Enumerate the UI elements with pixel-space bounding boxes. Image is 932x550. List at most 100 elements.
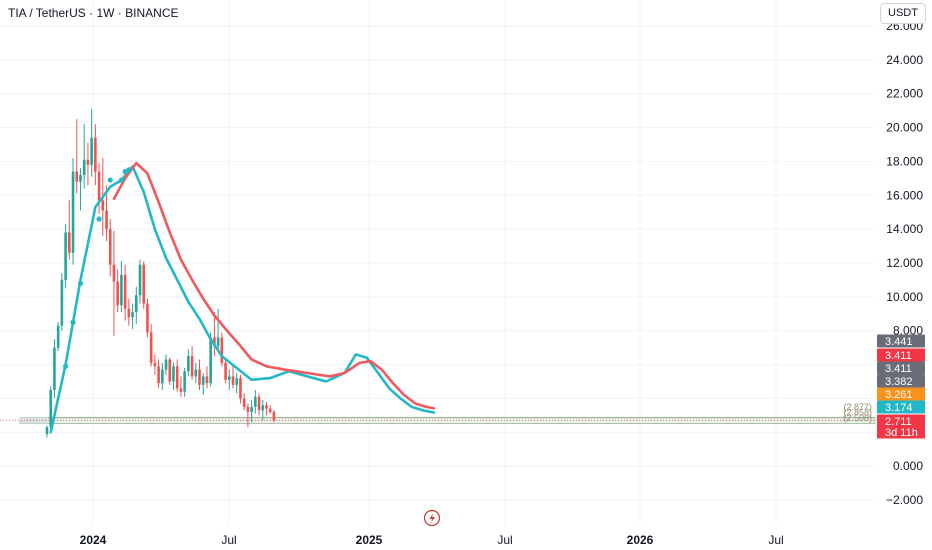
candle-body[interactable]	[198, 369, 201, 385]
zone-bracket-label: (2.508)	[843, 413, 872, 423]
candle-body[interactable]	[149, 332, 153, 363]
candle-body[interactable]	[190, 356, 194, 377]
candle-body[interactable]	[53, 347, 56, 390]
ma-fast-line[interactable]	[49, 165, 436, 434]
candle-body[interactable]	[257, 396, 261, 411]
price-tag[interactable]: 3.411	[877, 348, 925, 363]
price-tag[interactable]: 3.382	[877, 374, 925, 389]
candle-body[interactable]	[239, 378, 242, 399]
ma-fast-marker	[107, 177, 113, 183]
candle-body[interactable]	[227, 376, 231, 380]
candle-body[interactable]	[187, 356, 190, 372]
currency-button[interactable]: USDT	[880, 3, 926, 24]
candle-body[interactable]	[250, 406, 253, 412]
price-tag-bg	[877, 334, 925, 348]
candle-body[interactable]	[75, 171, 79, 182]
candle-body[interactable]	[175, 366, 179, 389]
candle-body[interactable]	[231, 376, 235, 385]
candle-body[interactable]	[134, 295, 138, 313]
candle-body[interactable]	[49, 389, 53, 428]
price-tag-label: 3.382	[885, 376, 913, 388]
y-tick-label: 8.000	[893, 324, 923, 338]
candle-body[interactable]	[201, 376, 205, 385]
ma-fast-marker	[77, 280, 84, 286]
price-tag-label: 3.261	[885, 389, 913, 401]
candle-body[interactable]	[79, 174, 82, 182]
price-tag-label: 3d 11h	[885, 427, 918, 439]
candle-body[interactable]	[172, 366, 175, 382]
candle-body[interactable]	[164, 359, 168, 370]
candle-body[interactable]	[90, 137, 93, 165]
ma-slow-line[interactable]	[112, 161, 436, 410]
candle-body[interactable]	[82, 159, 86, 175]
candle-body[interactable]	[194, 369, 198, 377]
price-tag-bg	[877, 348, 925, 362]
candle-body[interactable]	[123, 274, 127, 309]
symbol-title[interactable]: TIA / TetherUS · 1W · BINANCE	[8, 6, 179, 20]
candle-body[interactable]	[108, 229, 112, 265]
price-tag-label: 2.711	[885, 416, 912, 428]
ma-fast-marker	[96, 216, 102, 222]
candle-body[interactable]	[131, 312, 134, 318]
candle-body[interactable]	[86, 159, 90, 165]
candle-body[interactable]	[127, 308, 131, 318]
candle-body[interactable]	[142, 264, 146, 304]
candle-body[interactable]	[157, 366, 160, 384]
price-tag-label: 3.174	[885, 402, 913, 414]
candle-body[interactable]	[94, 137, 97, 172]
price-tag-bg	[877, 361, 925, 375]
ma-fast-marker	[118, 177, 124, 183]
candle-body[interactable]	[45, 427, 49, 434]
x-tick-label: Jul	[221, 533, 236, 547]
candle-body[interactable]	[146, 303, 149, 333]
candle-body[interactable]	[138, 264, 142, 296]
candle-body[interactable]	[153, 362, 157, 367]
candle-body[interactable]	[161, 369, 164, 384]
lightning-icon[interactable]	[423, 509, 441, 527]
lightning-icon-bolt	[429, 513, 435, 524]
candle-body[interactable]	[71, 171, 75, 253]
candle-body[interactable]	[64, 232, 67, 280]
candle-body[interactable]	[265, 405, 268, 409]
candle-body[interactable]	[97, 171, 101, 201]
candle-body[interactable]	[261, 405, 265, 411]
candle-body[interactable]	[105, 210, 108, 230]
candle-body[interactable]	[242, 398, 246, 407]
candle-body[interactable]	[205, 376, 209, 384]
price-tag-bg	[877, 387, 925, 401]
candle-body[interactable]	[112, 264, 116, 282]
candle-body[interactable]	[179, 388, 183, 392]
candle-body[interactable]	[68, 232, 71, 253]
candle-body[interactable]	[209, 337, 212, 384]
candle-body[interactable]	[183, 371, 186, 392]
price-tag-bg	[877, 374, 925, 388]
x-tick-label: 2024	[80, 533, 107, 547]
candle-body[interactable]	[272, 411, 276, 421]
candle-body[interactable]	[235, 378, 239, 385]
candle-body[interactable]	[224, 362, 227, 380]
price-tag[interactable]: 3.261	[877, 387, 925, 402]
x-tick-label: 2025	[356, 533, 383, 547]
candle-body[interactable]	[60, 279, 64, 326]
candle-body[interactable]	[120, 274, 123, 306]
candle-body[interactable]	[254, 396, 257, 407]
candle-body[interactable]	[213, 337, 216, 346]
candle-body[interactable]	[116, 281, 119, 306]
candle-body[interactable]	[220, 337, 224, 363]
price-tag[interactable]: 3.441	[877, 334, 925, 349]
y-tick-label: 16.000	[886, 188, 923, 202]
candle-body[interactable]	[216, 337, 220, 346]
price-tag[interactable]: 3.411	[877, 361, 925, 376]
candle-body[interactable]	[246, 406, 250, 412]
candle-body[interactable]	[268, 408, 272, 412]
price-tag[interactable]: 3d 11h	[877, 425, 925, 440]
candle-body[interactable]	[56, 325, 60, 348]
candle-body[interactable]	[168, 359, 172, 382]
y-tick-label: 0.000	[893, 459, 923, 473]
price-tag[interactable]: 2.711	[877, 414, 925, 429]
price-tag[interactable]: 3.174	[877, 400, 925, 415]
y-tick-label: 14.000	[886, 222, 923, 236]
ma-fast-marker	[63, 363, 69, 369]
candle-body[interactable]	[101, 200, 105, 211]
